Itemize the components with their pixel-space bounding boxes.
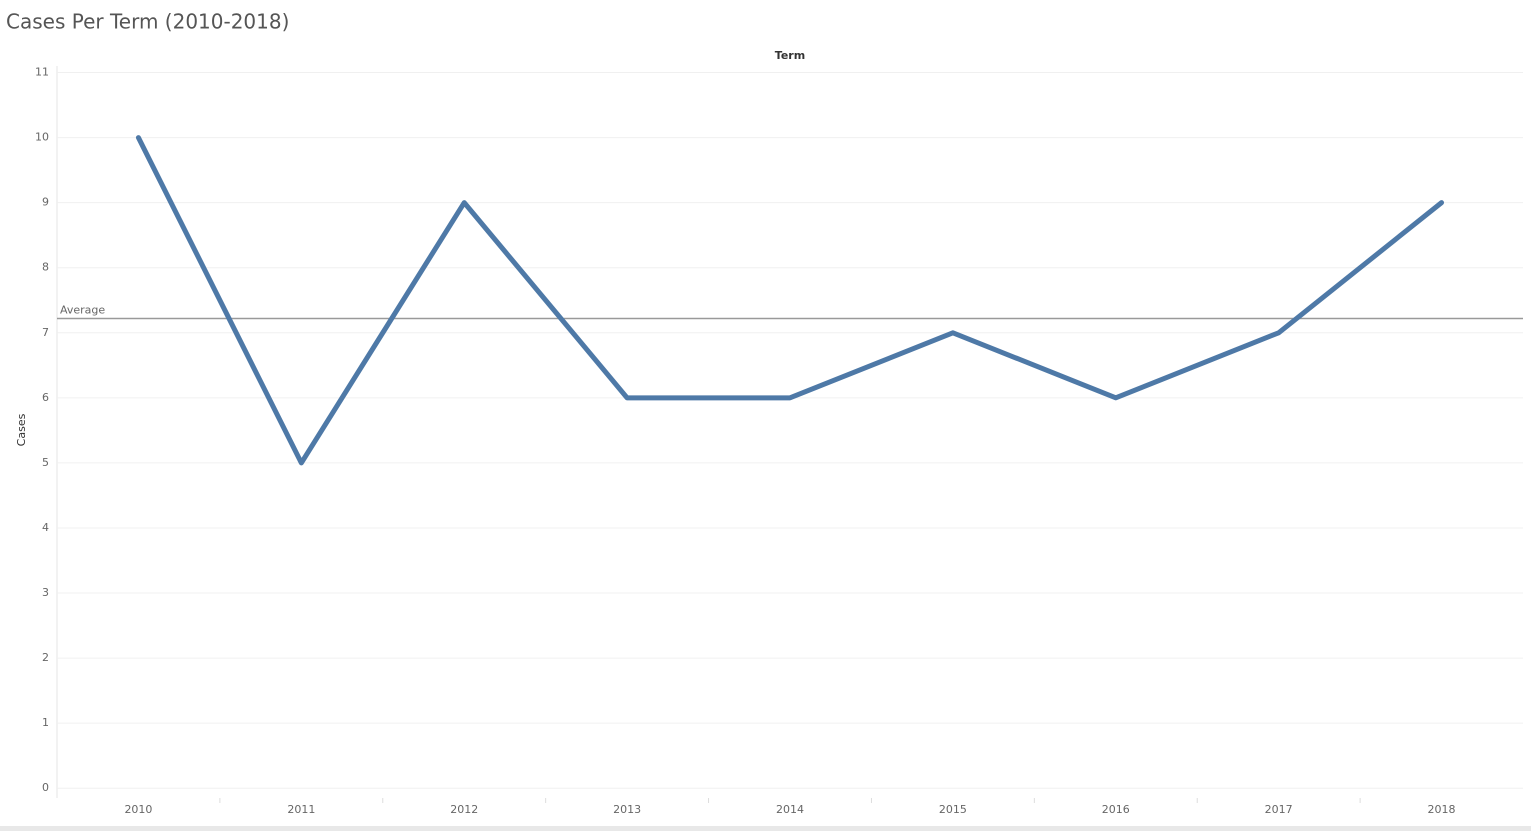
- y-tick-label: 3: [42, 586, 49, 599]
- x-tick-label: 2015: [939, 803, 967, 816]
- y-tick-label: 1: [42, 716, 49, 729]
- y-tick-label: 6: [42, 391, 49, 404]
- line-series: [135, 135, 1445, 466]
- reference-label: Average: [60, 303, 105, 316]
- x-tick-label: 2017: [1265, 803, 1293, 816]
- y-tick-label: 7: [42, 326, 49, 339]
- y-tick-label: 9: [42, 196, 49, 209]
- y-tick-label: 10: [35, 131, 49, 144]
- chart-title: Cases Per Term (2010-2018): [6, 10, 289, 34]
- y-tick-label: 5: [42, 456, 49, 469]
- x-axis-title: Term: [775, 49, 805, 62]
- x-tick-label: 2014: [776, 803, 804, 816]
- x-tick-label: 2011: [287, 803, 315, 816]
- bottom-bar: [0, 826, 1531, 831]
- x-tick-label: 2010: [124, 803, 152, 816]
- x-tick-label: 2016: [1102, 803, 1130, 816]
- y-tick-label: 0: [42, 781, 49, 794]
- x-tick-label: 2012: [450, 803, 478, 816]
- x-tick-label: 2018: [1428, 803, 1456, 816]
- y-tick-label: 4: [42, 521, 49, 534]
- x-tick-label: 2013: [613, 803, 641, 816]
- y-tick-label: 2: [42, 651, 49, 664]
- y-tick-label: 11: [35, 66, 49, 79]
- y-tick-label: 8: [42, 261, 49, 274]
- y-axis-title: Cases: [15, 413, 28, 446]
